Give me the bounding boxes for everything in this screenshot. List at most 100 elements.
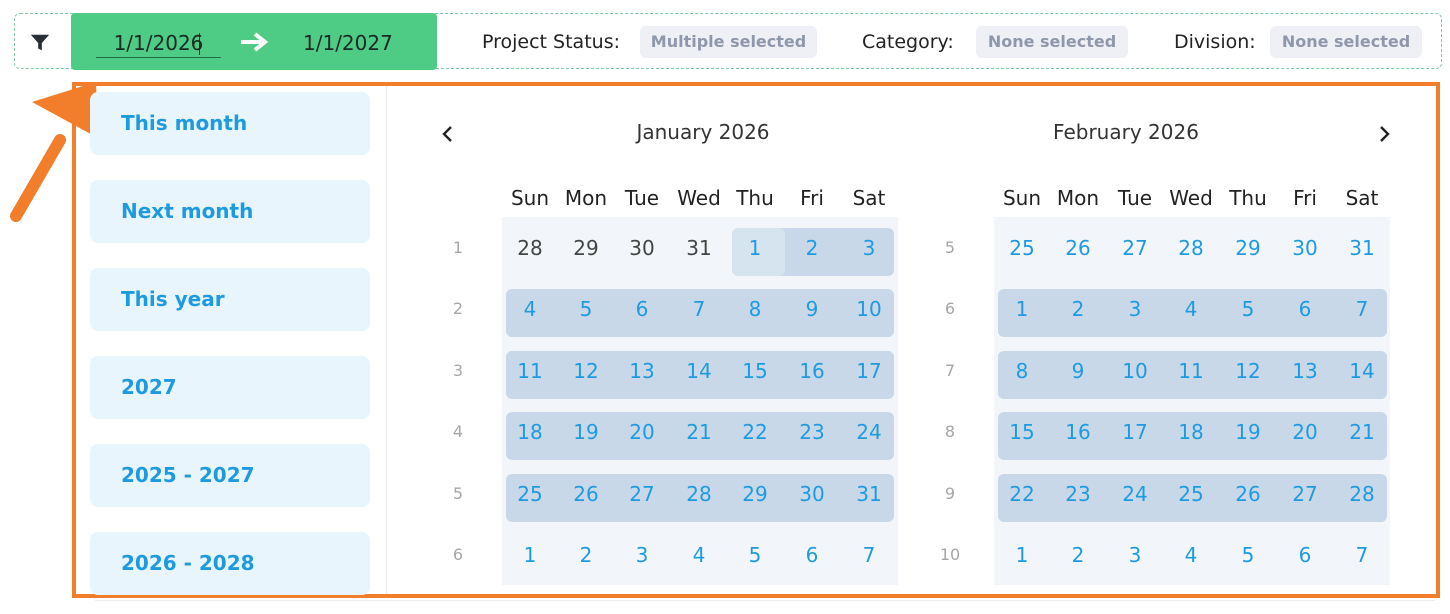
calendar-day[interactable]: 20 xyxy=(629,420,655,444)
preset-2027[interactable]: 2027 xyxy=(90,356,370,419)
calendar-day[interactable]: 1 xyxy=(523,543,537,567)
calendar-day[interactable]: 4 xyxy=(1184,297,1198,321)
calendar-day[interactable]: 21 xyxy=(1349,420,1375,444)
calendar-day[interactable]: 30 xyxy=(799,482,825,506)
calendar-day[interactable]: 15 xyxy=(1009,420,1035,444)
calendar-day[interactable]: 8 xyxy=(1015,359,1029,383)
calendar-day[interactable]: 27 xyxy=(629,482,655,506)
calendar-day[interactable]: 25 xyxy=(517,482,543,506)
calendar-day[interactable]: 26 xyxy=(573,482,599,506)
calendar-day[interactable]: 7 xyxy=(692,297,706,321)
division-select[interactable]: None selected xyxy=(1270,26,1422,58)
calendar-day[interactable]: 5 xyxy=(748,543,762,567)
calendar-day[interactable]: 25 xyxy=(1009,236,1035,260)
calendar-day[interactable]: 14 xyxy=(686,359,712,383)
calendar-day[interactable]: 3 xyxy=(635,543,649,567)
calendar-day[interactable]: 31 xyxy=(856,482,882,506)
chevron-left-icon[interactable] xyxy=(437,122,459,146)
calendar-day[interactable]: 26 xyxy=(1065,236,1091,260)
calendar-day[interactable]: 20 xyxy=(1292,420,1318,444)
calendar-day[interactable]: 16 xyxy=(799,359,825,383)
calendar-day[interactable]: 5 xyxy=(1241,297,1255,321)
calendar-day[interactable]: 29 xyxy=(742,482,768,506)
calendar-day[interactable]: 12 xyxy=(1235,359,1261,383)
calendar-day[interactable]: 5 xyxy=(579,297,593,321)
calendar-day[interactable]: 28 xyxy=(1178,236,1204,260)
calendar-day[interactable]: 27 xyxy=(1122,236,1148,260)
calendar-day[interactable]: 7 xyxy=(1355,543,1369,567)
calendar-day[interactable]: 30 xyxy=(629,236,655,260)
calendar-day[interactable]: 1 xyxy=(748,236,762,260)
calendar-day[interactable]: 14 xyxy=(1349,359,1375,383)
calendar-day[interactable]: 5 xyxy=(1241,543,1255,567)
end-date-input[interactable]: 1/1/2027 xyxy=(303,31,393,55)
calendar-day[interactable]: 25 xyxy=(1178,482,1204,506)
calendar-day[interactable]: 9 xyxy=(1071,359,1085,383)
calendar-day[interactable]: 28 xyxy=(686,482,712,506)
calendar-day[interactable]: 6 xyxy=(1298,543,1312,567)
preset-this-year[interactable]: This year xyxy=(90,268,370,331)
calendar-day[interactable]: 4 xyxy=(1184,543,1198,567)
calendar-day[interactable]: 16 xyxy=(1065,420,1091,444)
calendar-day[interactable]: 18 xyxy=(517,420,543,444)
calendar-day[interactable]: 22 xyxy=(1009,482,1035,506)
calendar-day[interactable]: 13 xyxy=(1292,359,1318,383)
calendar-day[interactable]: 31 xyxy=(686,236,712,260)
calendar-day[interactable]: 1 xyxy=(1015,297,1029,321)
calendar-day[interactable]: 29 xyxy=(573,236,599,260)
calendar-day[interactable]: 28 xyxy=(517,236,543,260)
calendar-day[interactable]: 26 xyxy=(1235,482,1261,506)
calendar-day[interactable]: 31 xyxy=(1349,236,1375,260)
calendar-day[interactable]: 6 xyxy=(805,543,819,567)
calendar-day[interactable]: 24 xyxy=(1122,482,1148,506)
calendar-day[interactable]: 24 xyxy=(856,420,882,444)
calendar-day[interactable]: 3 xyxy=(1128,543,1142,567)
calendar-day[interactable]: 29 xyxy=(1235,236,1261,260)
calendar-day[interactable]: 21 xyxy=(686,420,712,444)
calendar-day[interactable]: 10 xyxy=(856,297,882,321)
calendar-day[interactable]: 19 xyxy=(1235,420,1261,444)
calendar-day[interactable]: 22 xyxy=(742,420,768,444)
start-date-input[interactable]: 1/1/2026 xyxy=(96,29,221,58)
calendar-day[interactable]: 23 xyxy=(1065,482,1091,506)
calendar-day[interactable]: 17 xyxy=(856,359,882,383)
calendar-day[interactable]: 6 xyxy=(635,297,649,321)
project-status-select[interactable]: Multiple selected xyxy=(640,26,817,58)
calendar-day[interactable]: 9 xyxy=(805,297,819,321)
calendar-day[interactable]: 28 xyxy=(1349,482,1375,506)
calendar-day[interactable]: 15 xyxy=(742,359,768,383)
preset-this-month[interactable]: This month xyxy=(90,92,370,155)
calendar-day[interactable]: 13 xyxy=(629,359,655,383)
calendar-day[interactable]: 23 xyxy=(799,420,825,444)
calendar-day[interactable]: 2 xyxy=(805,236,819,260)
calendar-day[interactable]: 3 xyxy=(862,236,876,260)
chevron-right-icon[interactable] xyxy=(1373,122,1395,146)
calendar-day[interactable]: 2 xyxy=(579,543,593,567)
calendar-day[interactable]: 10 xyxy=(1122,359,1148,383)
preset-2026-2028[interactable]: 2026 - 2028 xyxy=(90,532,370,595)
calendar-day[interactable]: 17 xyxy=(1122,420,1148,444)
calendar-day[interactable]: 12 xyxy=(573,359,599,383)
date-range-picker[interactable]: 1/1/2026 1/1/2027 xyxy=(71,13,437,70)
preset-2025-2027[interactable]: 2025 - 2027 xyxy=(90,444,370,507)
calendar-day[interactable]: 2 xyxy=(1071,543,1085,567)
calendar-day[interactable]: 4 xyxy=(692,543,706,567)
calendar-day[interactable]: 27 xyxy=(1292,482,1318,506)
calendar-day[interactable]: 7 xyxy=(862,543,876,567)
calendar-day[interactable]: 11 xyxy=(1178,359,1204,383)
calendar-day[interactable]: 19 xyxy=(573,420,599,444)
funnel-icon[interactable] xyxy=(29,32,51,54)
calendar-day[interactable]: 7 xyxy=(1355,297,1369,321)
weekday-header: Sat xyxy=(852,186,886,210)
calendar-day[interactable]: 30 xyxy=(1292,236,1318,260)
calendar-day[interactable]: 2 xyxy=(1071,297,1085,321)
calendar-day[interactable]: 8 xyxy=(748,297,762,321)
calendar-day[interactable]: 18 xyxy=(1178,420,1204,444)
calendar-day[interactable]: 6 xyxy=(1298,297,1312,321)
calendar-day[interactable]: 4 xyxy=(523,297,537,321)
calendar-day[interactable]: 1 xyxy=(1015,543,1029,567)
calendar-day[interactable]: 3 xyxy=(1128,297,1142,321)
category-select[interactable]: None selected xyxy=(976,26,1128,58)
calendar-day[interactable]: 11 xyxy=(517,359,543,383)
preset-next-month[interactable]: Next month xyxy=(90,180,370,243)
